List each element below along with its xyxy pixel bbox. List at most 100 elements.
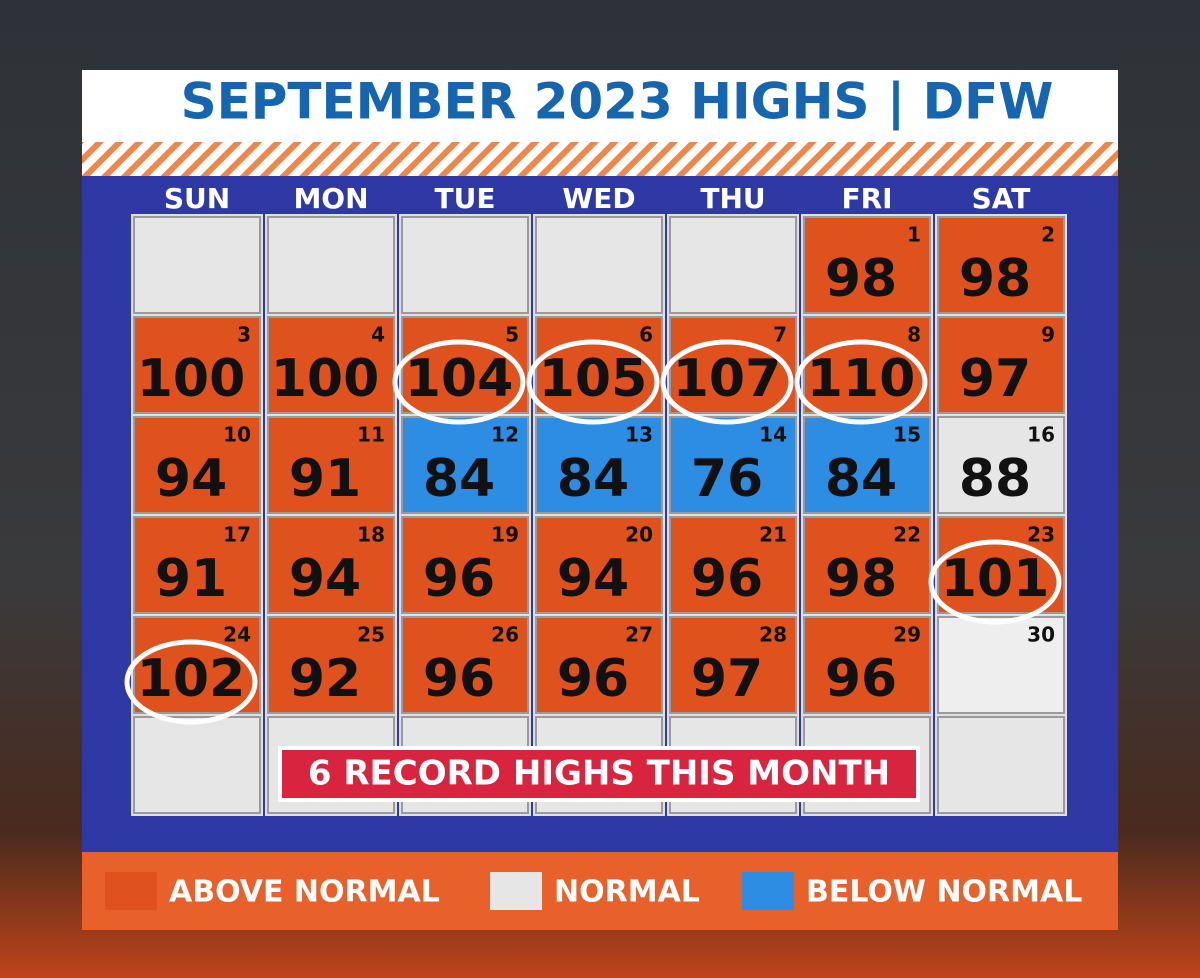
record-circle (928, 539, 1062, 625)
day-number: 27 (625, 623, 653, 647)
cell (135, 518, 259, 612)
day-number: 6 (639, 323, 653, 347)
high-temp: 97 (959, 349, 1031, 409)
high-temp: 96 (423, 649, 495, 709)
high-temp: 84 (825, 449, 897, 509)
high-temp: 88 (959, 449, 1031, 509)
day-number: 19 (491, 523, 519, 547)
legend-swatch (490, 872, 542, 910)
day-number: 7 (773, 323, 787, 347)
high-temp: 101 (941, 549, 1050, 609)
high-temp: 94 (155, 449, 227, 509)
weekday-label: TUE (435, 182, 496, 215)
cell (537, 618, 661, 712)
day-number: 1 (907, 223, 921, 247)
high-temp: 76 (691, 449, 763, 509)
cell (537, 418, 661, 512)
day-number: 16 (1027, 423, 1055, 447)
high-temp: 94 (289, 549, 361, 609)
record-circle (794, 339, 928, 425)
cell (939, 718, 1063, 812)
high-temp: 102 (137, 649, 246, 709)
record-circle (526, 339, 660, 425)
day-number: 21 (759, 523, 787, 547)
high-temp: 110 (807, 349, 916, 409)
day-number: 17 (223, 523, 251, 547)
high-temp: 97 (691, 649, 763, 709)
day-number: 11 (357, 423, 385, 447)
record-circle (660, 339, 794, 425)
high-temp: 96 (423, 549, 495, 609)
day-number: 18 (357, 523, 385, 547)
record-marks (124, 339, 1062, 725)
high-temp: 96 (691, 549, 763, 609)
cell (135, 718, 259, 812)
cell (269, 618, 393, 712)
cell (939, 418, 1063, 512)
cell (403, 318, 527, 412)
cell (805, 418, 929, 512)
high-temp: 100 (137, 349, 246, 409)
cell (537, 218, 661, 312)
cell (671, 418, 795, 512)
high-temp: 105 (539, 349, 648, 409)
day-number: 4 (371, 323, 385, 347)
high-temp: 84 (557, 449, 629, 509)
cell (135, 618, 259, 712)
cell (269, 418, 393, 512)
day-number: 20 (625, 523, 653, 547)
stripe-band (82, 142, 1118, 176)
day-number: 30 (1027, 623, 1055, 647)
cell (403, 218, 527, 312)
day-number: 12 (491, 423, 519, 447)
high-temp: 84 (423, 449, 495, 509)
title: SEPTEMBER 2023 HIGHS | DFW (181, 73, 1054, 131)
day-number: 10 (223, 423, 251, 447)
cell (671, 318, 795, 412)
high-temp: 100 (271, 349, 380, 409)
cell (537, 318, 661, 412)
legend-bar (82, 852, 1118, 930)
day-number: 28 (759, 623, 787, 647)
cell (805, 518, 929, 612)
cell (805, 618, 929, 712)
cell (269, 218, 393, 312)
cell (805, 218, 929, 312)
calendar-grid: SUN MON TUE WED THU FRI SAT1982983100410051046… (131, 182, 1067, 816)
cell (403, 618, 527, 712)
day-number: 5 (505, 323, 519, 347)
record-circle (392, 339, 526, 425)
cell (939, 218, 1063, 312)
high-temp: 92 (289, 649, 361, 709)
weekday-label: FRI (841, 182, 892, 215)
cell (939, 318, 1063, 412)
weekday-label: THU (700, 182, 765, 215)
legend-swatch (105, 872, 157, 910)
banner (278, 746, 920, 802)
cell (939, 518, 1063, 612)
high-temp: 98 (959, 249, 1031, 309)
high-temp: 94 (557, 549, 629, 609)
day-number: 9 (1041, 323, 1055, 347)
cell (537, 518, 661, 612)
legend-label: NORMAL (554, 875, 700, 910)
day-number: 8 (907, 323, 921, 347)
weekday-label: WED (562, 182, 635, 215)
high-temp: 98 (825, 549, 897, 609)
legend-label: BELOW NORMAL (806, 875, 1082, 910)
high-temp: 98 (825, 249, 897, 309)
legend-label: ABOVE NORMAL (169, 875, 440, 910)
record-circle (124, 639, 258, 725)
day-number: 22 (893, 523, 921, 547)
cell (671, 218, 795, 312)
day-number: 2 (1041, 223, 1055, 247)
cell (939, 618, 1063, 712)
day-number: 26 (491, 623, 519, 647)
cell (135, 418, 259, 512)
cell (135, 318, 259, 412)
banner-text: 6 RECORD HIGHS THIS MONTH (308, 754, 890, 794)
cell (805, 318, 929, 412)
weekday-label: MON (293, 182, 368, 215)
weekday-label: SAT (972, 182, 1031, 215)
